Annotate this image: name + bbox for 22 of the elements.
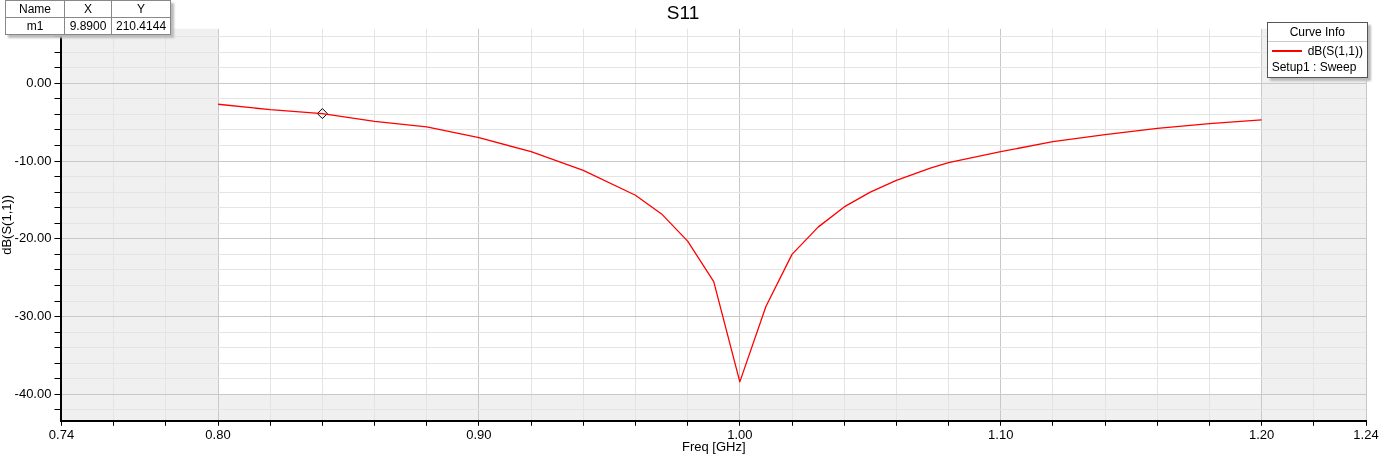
text: Y — [111, 0, 171, 18]
x-tick-label: 1.20 — [1248, 427, 1275, 443]
y-tick-label: 0.00 — [26, 74, 52, 90]
y-tick-label: -10.00 — [14, 152, 52, 168]
y-tick-label: -20.00 — [14, 230, 52, 246]
x-tick-label: 0.74 — [48, 427, 75, 443]
text: m1 — [5, 17, 65, 35]
annotation: 9.8900 — [64, 17, 112, 35]
annotation: Setup1 : Sweep — [1270, 60, 1358, 76]
y-axis-title: dB(S(1,1)) — [0, 194, 15, 255]
legend-label: dB(S(1,1)) — [1307, 44, 1363, 58]
y-tick-label: -40.00 — [14, 385, 52, 401]
y-tick-label: -30.00 — [14, 308, 52, 324]
text: Name — [5, 0, 65, 18]
legend-title: Curve Info — [1267, 23, 1367, 42]
chart-title: S11 — [666, 1, 700, 23]
annotation: 210.4144 — [111, 17, 171, 35]
x-tick-label: 0.90 — [466, 427, 492, 443]
x-tick-label: 1.24 — [1353, 427, 1379, 443]
x-tick-label: 0.80 — [205, 427, 231, 443]
text: X — [64, 0, 112, 18]
x-tick-label: 1.10 — [988, 427, 1014, 443]
